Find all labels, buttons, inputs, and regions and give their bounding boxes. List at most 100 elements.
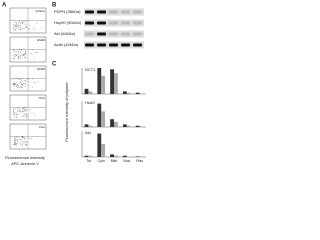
- x-tick-label: Mito: [111, 159, 118, 163]
- dot: [13, 112, 15, 113]
- bar: [139, 126, 144, 127]
- dot: [21, 20, 23, 22]
- dot: [25, 113, 27, 115]
- dot: [13, 26, 15, 27]
- dot: [14, 143, 15, 145]
- band: [109, 43, 118, 47]
- dot: [32, 49, 33, 50]
- dot: [14, 136, 16, 138]
- dot: [13, 56, 15, 58]
- dot: [15, 23, 17, 25]
- dot: [15, 26, 17, 28]
- bar: [101, 144, 106, 157]
- dot: [23, 106, 25, 108]
- dot: [14, 84, 15, 86]
- dot: [32, 78, 33, 80]
- dot: [31, 86, 33, 88]
- dot: [21, 49, 23, 51]
- dot: [22, 136, 24, 138]
- dot: [18, 58, 19, 60]
- dot: [17, 140, 18, 142]
- dot: [33, 82, 35, 83]
- dot: [26, 141, 27, 143]
- dot: [24, 56, 26, 58]
- dot: [20, 84, 22, 86]
- panel-label: B: [52, 3, 57, 9]
- dot: [25, 114, 26, 116]
- dot: [14, 142, 16, 144]
- bar: [139, 93, 144, 94]
- dot: [13, 111, 14, 113]
- dot: [16, 145, 18, 146]
- dot: [26, 25, 28, 26]
- dot: [23, 113, 25, 114]
- dot: [19, 56, 21, 58]
- band: [97, 32, 106, 36]
- plot-label: HM30: [37, 67, 45, 71]
- dot: [32, 136, 34, 138]
- dot: [14, 82, 15, 84]
- dot: [22, 87, 24, 89]
- bar: [110, 154, 114, 157]
- dot: [34, 51, 35, 53]
- bar: [88, 125, 93, 127]
- dot: [18, 26, 20, 28]
- dot: [19, 27, 21, 28]
- blot-label: Akt (60kDa): [54, 31, 76, 36]
- dot: [22, 22, 24, 24]
- band: [85, 43, 94, 47]
- dot: [34, 57, 35, 59]
- dot: [19, 48, 20, 50]
- dot: [24, 115, 26, 117]
- panel-label: C: [52, 62, 57, 68]
- bar: [122, 124, 127, 127]
- dot: [25, 141, 27, 143]
- dot: [21, 141, 23, 143]
- dot: [14, 142, 16, 144]
- bar: [114, 155, 118, 157]
- dot: [16, 86, 17, 88]
- dot: [12, 28, 14, 29]
- band: [85, 32, 94, 36]
- dot: [20, 144, 22, 146]
- blot-label: Hsp90 (90kDa): [54, 20, 82, 25]
- x-tick-label: Nucl: [123, 159, 130, 163]
- dot: [16, 143, 17, 144]
- dot: [14, 51, 16, 53]
- dot: [16, 78, 18, 79]
- dot: [18, 136, 20, 138]
- dot: [19, 86, 21, 88]
- dot: [15, 116, 17, 118]
- dot: [28, 138, 30, 139]
- dot: [25, 143, 27, 145]
- dot: [14, 144, 16, 146]
- dot: [21, 57, 23, 58]
- dot: [20, 29, 22, 31]
- dot: [25, 80, 27, 81]
- bar: [122, 91, 127, 94]
- dot: [20, 110, 22, 112]
- dot: [26, 115, 28, 117]
- dot: [28, 78, 30, 79]
- dot: [18, 86, 19, 88]
- dot: [31, 29, 33, 31]
- dot: [20, 111, 22, 113]
- dot: [16, 114, 17, 115]
- dot: [17, 110, 19, 112]
- dot: [18, 20, 20, 21]
- dot: [20, 143, 21, 144]
- dot: [21, 136, 23, 138]
- bar: [139, 156, 144, 157]
- dot: [15, 108, 16, 110]
- dot: [12, 82, 14, 84]
- dot: [23, 28, 25, 29]
- band: [133, 32, 142, 36]
- dot: [16, 54, 17, 56]
- dot: [15, 141, 16, 143]
- dot: [16, 55, 18, 56]
- dot: [21, 116, 23, 118]
- x-label: Fluorescence intensity: [5, 155, 45, 160]
- dot: [24, 144, 26, 146]
- bar: [84, 155, 89, 157]
- dot: [37, 135, 38, 137]
